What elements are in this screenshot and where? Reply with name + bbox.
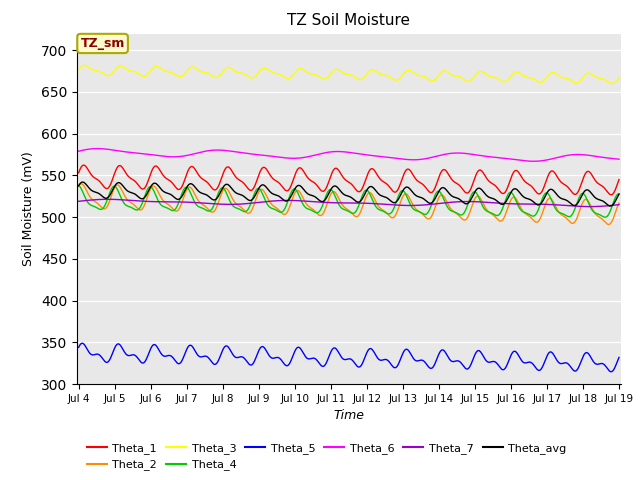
Theta_5 [316, 360, 323, 366]
Theta_3 [609, 81, 616, 86]
Theta_avg [75, 183, 83, 189]
Theta_3 [139, 73, 147, 79]
Theta_4 [382, 210, 390, 216]
Theta_6 [316, 151, 323, 157]
Theta_6 [117, 148, 125, 154]
Legend: Theta_1, Theta_2, Theta_3, Theta_4, Theta_5, Theta_6, Theta_7, Theta_avg: Theta_1, Theta_2, Theta_3, Theta_4, Thet… [83, 439, 571, 475]
Line: Theta_4: Theta_4 [79, 186, 619, 217]
Theta_1 [325, 178, 333, 183]
Theta_3 [615, 75, 623, 81]
Theta_6 [305, 154, 312, 159]
Theta_1 [139, 186, 147, 192]
Theta_5 [305, 356, 312, 362]
Theta_7 [586, 204, 594, 209]
Theta_avg [383, 195, 390, 201]
Theta_5 [383, 357, 390, 362]
Theta_1 [305, 175, 312, 181]
Theta_2 [139, 205, 147, 211]
Theta_5 [607, 369, 615, 374]
Theta_6 [93, 145, 101, 151]
Theta_6 [383, 154, 390, 160]
Theta_7 [383, 202, 390, 207]
Theta_2 [325, 195, 333, 201]
Line: Theta_3: Theta_3 [79, 65, 619, 84]
Line: Theta_1: Theta_1 [79, 165, 619, 195]
Theta_2 [117, 185, 125, 191]
Theta_2 [605, 222, 612, 228]
Theta_2 [305, 203, 312, 209]
Theta_3 [325, 73, 333, 79]
Y-axis label: Soil Moisture (mV): Soil Moisture (mV) [22, 151, 35, 266]
Theta_4 [615, 191, 623, 197]
Theta_avg [117, 180, 125, 186]
Theta_7 [104, 196, 111, 202]
Theta_7 [139, 198, 147, 204]
Theta_5 [75, 345, 83, 350]
Theta_2 [77, 181, 85, 187]
Theta_7 [305, 198, 312, 204]
Theta_5 [78, 340, 86, 346]
Theta_5 [117, 343, 125, 348]
Theta_3 [305, 70, 312, 76]
Theta_avg [607, 203, 614, 209]
Theta_3 [117, 63, 125, 69]
Theta_4 [139, 200, 147, 205]
Theta_1 [383, 181, 390, 187]
Line: Theta_2: Theta_2 [79, 184, 619, 225]
Theta_3 [81, 62, 88, 68]
Theta_1 [615, 177, 623, 182]
Theta_6 [75, 148, 83, 154]
Theta_7 [325, 200, 333, 205]
Theta_6 [139, 151, 147, 156]
Theta_2 [75, 183, 83, 189]
Theta_7 [117, 197, 125, 203]
Theta_4 [116, 193, 124, 199]
Theta_4 [316, 209, 323, 215]
Theta_5 [325, 353, 333, 359]
Line: Theta_avg: Theta_avg [79, 182, 619, 206]
Line: Theta_7: Theta_7 [79, 199, 619, 206]
Theta_4 [325, 188, 333, 193]
Theta_5 [615, 355, 623, 360]
Theta_avg [139, 196, 147, 202]
Theta_avg [325, 190, 333, 195]
Theta_6 [615, 156, 623, 162]
Line: Theta_6: Theta_6 [79, 148, 619, 161]
Theta_2 [615, 200, 623, 206]
Theta_3 [75, 67, 83, 72]
Theta_4 [75, 183, 83, 189]
Theta_avg [316, 197, 323, 203]
Theta_1 [316, 186, 323, 192]
Theta_1 [117, 163, 125, 169]
Theta_avg [615, 191, 623, 197]
Theta_6 [325, 149, 333, 155]
Text: TZ_sm: TZ_sm [81, 37, 125, 50]
Theta_5 [139, 360, 147, 366]
Theta_1 [80, 162, 88, 168]
Theta_4 [304, 206, 312, 212]
X-axis label: Time: Time [333, 409, 364, 422]
Theta_4 [601, 215, 609, 220]
Theta_2 [316, 213, 323, 218]
Theta_2 [383, 210, 390, 216]
Title: TZ Soil Moisture: TZ Soil Moisture [287, 13, 410, 28]
Theta_7 [615, 202, 623, 207]
Theta_1 [75, 170, 83, 176]
Theta_7 [316, 199, 323, 205]
Theta_1 [607, 192, 615, 198]
Theta_7 [75, 198, 83, 204]
Theta_3 [383, 72, 390, 78]
Theta_avg [79, 179, 86, 185]
Theta_avg [305, 191, 312, 197]
Line: Theta_5: Theta_5 [79, 343, 619, 372]
Theta_6 [530, 158, 538, 164]
Theta_3 [316, 74, 323, 80]
